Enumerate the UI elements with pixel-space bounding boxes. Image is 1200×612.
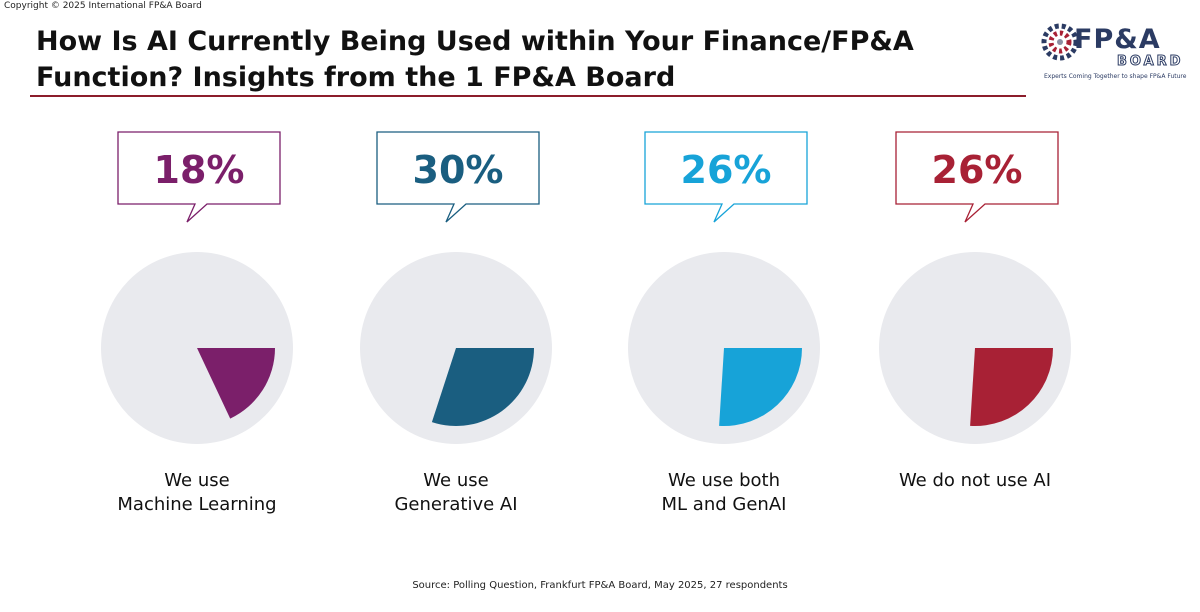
category-label-2-line-2: Generative AI bbox=[394, 494, 518, 515]
pie-slice-1 bbox=[197, 348, 275, 419]
category-label-2: We use Generative AI bbox=[346, 469, 566, 517]
data-label-2: 30% bbox=[413, 148, 504, 192]
category-label-1-line-1: We use bbox=[164, 470, 230, 491]
data-label-1: 18% bbox=[154, 148, 245, 192]
page-title: How Is AI Currently Being Used within Yo… bbox=[36, 24, 1016, 96]
logo-tagline: Experts Coming Together to shape FP&A Fu… bbox=[1044, 73, 1187, 80]
category-label-3: We use both ML and GenAI bbox=[614, 469, 834, 517]
title-line-1: How Is AI Currently Being Used within Yo… bbox=[36, 26, 914, 57]
category-label-4: We do not use AI bbox=[865, 469, 1085, 493]
value-bubble-4 bbox=[895, 131, 1059, 223]
globe-icon bbox=[1041, 23, 1079, 61]
category-label-1-line-2: Machine Learning bbox=[117, 494, 277, 515]
pie-slice-3 bbox=[719, 348, 802, 427]
value-bubble-2 bbox=[376, 131, 540, 223]
title-line-2: Function? Insights from the 1 FP&A Board bbox=[36, 62, 676, 93]
pie-charts: 18% 30% 26% 26% bbox=[101, 131, 1071, 444]
category-label-4-line-1: We do not use AI bbox=[898, 470, 1052, 491]
category-label-2-line-1: We use bbox=[423, 470, 489, 491]
data-label-4: 26% bbox=[932, 148, 1023, 192]
pie-slice-4 bbox=[970, 348, 1053, 427]
pie-slice-2 bbox=[431, 348, 534, 426]
copyright-notice: Copyright © 2025 International FP&A Boar… bbox=[4, 1, 202, 11]
source-note: Source: Polling Question, Frankfurt FP&A… bbox=[412, 580, 788, 591]
value-bubble-1 bbox=[117, 131, 281, 223]
data-label-3: 26% bbox=[681, 148, 772, 192]
logo-subtext: BOARD bbox=[1116, 54, 1184, 70]
title-underline bbox=[30, 95, 1026, 97]
value-bubble-3 bbox=[644, 131, 808, 223]
fpa-board-logo: FP&A BOARD Experts Coming Together to sh… bbox=[1040, 20, 1190, 84]
category-label-3-line-1: We use both bbox=[667, 470, 781, 491]
logo-wordmark: FP&A bbox=[1074, 24, 1161, 55]
category-label-1: We use Machine Learning bbox=[87, 469, 307, 517]
category-label-3-line-2: ML and GenAI bbox=[661, 494, 787, 515]
